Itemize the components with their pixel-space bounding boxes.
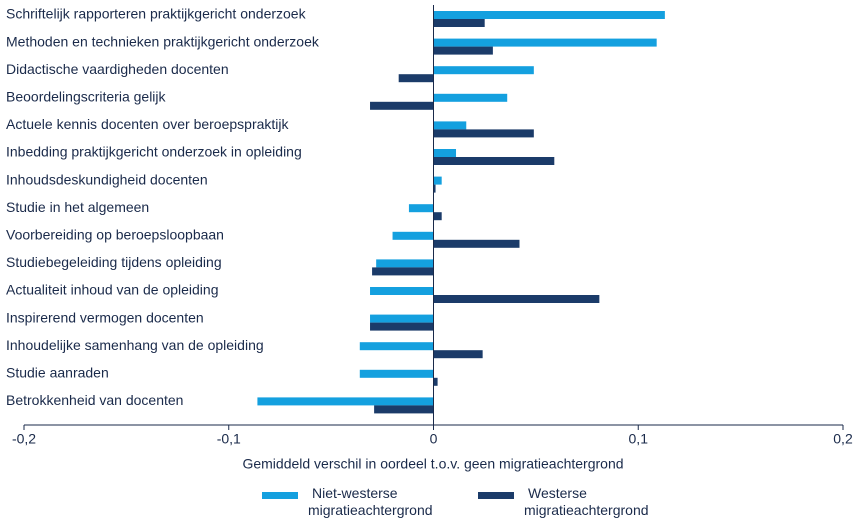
bar [433,176,442,185]
bar [433,239,520,248]
category-label: Studie in het algemeen [6,199,149,215]
bar [392,231,434,240]
bar [370,322,434,331]
bar [433,66,534,75]
category-label: Actuele kennis docenten over beroepsprak… [6,116,290,132]
bar [433,19,485,27]
bar [376,259,434,268]
bar [433,212,442,221]
bar [433,157,555,165]
bar [433,129,534,138]
x-tick-label: 0,2 [833,431,853,447]
bar [433,38,657,47]
x-tick-label: 0,1 [629,431,649,447]
bar [257,397,434,406]
category-label: Studie aanraden [6,365,109,381]
bar [370,287,434,295]
category-label: Actualiteit inhoud van de opleiding [6,282,219,298]
bar [433,93,508,102]
bar [433,46,493,55]
legend-swatch [478,492,514,499]
category-label: Inbedding praktijkgericht onderzoek in o… [6,144,302,160]
bar [433,149,457,157]
x-axis-title: Gemiddeld verschil in oordeel t.o.v. gee… [242,456,623,472]
bar [433,11,665,19]
bar [433,295,600,303]
legend-label: Niet-westerse migratieachtergrond [308,485,433,518]
legend-line: migratieachtergrond [524,502,649,518]
category-label: Voorbereiding op beroepsloopbaan [6,227,224,243]
bar [433,350,483,359]
category-label: Inhoudsdeskundigheid docenten [6,171,208,187]
x-tick-label: -0,2 [12,431,36,447]
x-tick-label: -0,1 [217,431,241,447]
category-label: Inhoudelijke samenhang van de opleiding [6,337,264,353]
legend-line: Niet-westerse [312,485,398,501]
bar [370,101,434,110]
category-label: Betrokkenheid van docenten [6,392,183,408]
bar [359,342,434,351]
category-label: Inspirerend vermogen docenten [6,309,204,325]
legend-label: Westerse migratieachtergrond [524,485,649,518]
category-label: Beoordelingscriteria gelijk [6,89,167,105]
category-label: Methoden en technieken praktijkgericht o… [6,33,320,49]
category-label: Didactische vaardigheden docenten [6,61,229,77]
legend-line: Westerse [528,485,587,501]
legend-swatch [262,492,298,499]
bar [433,377,438,386]
legend-line: migratieachtergrond [308,502,433,518]
category-label: Studiebegeleiding tijdens opleiding [6,254,222,270]
category-label: Schriftelijk rapporteren praktijkgericht… [6,6,307,22]
bar [433,184,436,193]
bar [374,405,434,414]
x-tick-label: 0 [430,431,438,447]
bar [398,74,434,83]
bar [408,204,434,213]
bar [372,267,434,276]
bar [359,369,434,378]
bar [370,314,434,323]
bar [433,121,467,130]
